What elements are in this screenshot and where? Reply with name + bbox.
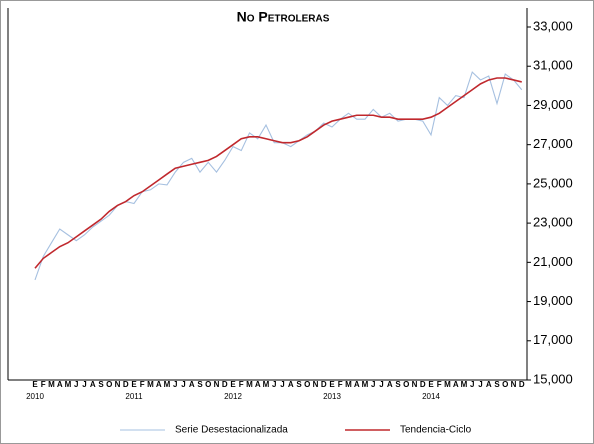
x-tick-label: A <box>486 380 492 389</box>
x-tick-label: J <box>173 380 177 389</box>
x-tick-label: N <box>115 380 121 389</box>
x-tick-label: A <box>255 380 261 389</box>
x-tick-label: O <box>403 380 409 389</box>
y-tick-label: 25,000 <box>533 175 573 190</box>
x-tick-label: F <box>239 380 244 389</box>
year-label: 2014 <box>422 392 440 401</box>
x-tick-label: J <box>280 380 284 389</box>
x-tick-label: O <box>304 380 310 389</box>
x-tick-label: M <box>48 380 55 389</box>
x-tick-label: N <box>412 380 418 389</box>
x-tick-label: A <box>288 380 294 389</box>
y-tick-label: 21,000 <box>533 254 573 269</box>
x-tick-label: A <box>90 380 96 389</box>
x-tick-label: E <box>131 380 137 389</box>
x-tick-label: A <box>57 380 63 389</box>
x-tick-label: J <box>379 380 383 389</box>
x-tick-label: D <box>321 380 327 389</box>
x-tick-label: M <box>65 380 72 389</box>
x-tick-label: S <box>494 380 500 389</box>
legend-label: Serie Desestacionalizada <box>175 425 288 436</box>
x-tick-label: O <box>502 380 508 389</box>
y-tick-label: 17,000 <box>533 332 573 347</box>
series-line <box>34 77 522 269</box>
y-tick-label: 29,000 <box>533 97 573 112</box>
x-tick-label: E <box>32 380 38 389</box>
x-tick-label: S <box>197 380 203 389</box>
x-tick-label: A <box>387 380 393 389</box>
x-tick-label: J <box>82 380 86 389</box>
year-label: 2011 <box>125 392 143 401</box>
x-tick-label: A <box>354 380 360 389</box>
x-tick-label: M <box>164 380 171 389</box>
x-tick-label: M <box>461 380 468 389</box>
x-tick-label: J <box>74 380 78 389</box>
x-tick-label: M <box>362 380 369 389</box>
y-tick-label: 19,000 <box>533 293 573 308</box>
x-tick-label: M <box>246 380 253 389</box>
x-tick-label: N <box>214 380 220 389</box>
x-tick-label: A <box>189 380 195 389</box>
x-tick-label: M <box>147 380 154 389</box>
x-tick-label: O <box>205 380 211 389</box>
x-tick-label: N <box>511 380 517 389</box>
x-tick-label: E <box>230 380 236 389</box>
x-tick-label: A <box>453 380 459 389</box>
y-tick-label: 27,000 <box>533 136 573 151</box>
x-tick-label: M <box>345 380 352 389</box>
x-tick-label: F <box>41 380 46 389</box>
x-tick-label: J <box>272 380 276 389</box>
year-label: 2010 <box>26 392 44 401</box>
x-tick-label: F <box>437 380 442 389</box>
x-tick-label: J <box>478 380 482 389</box>
y-tick-label: 33,000 <box>533 18 573 33</box>
y-tick-label: 31,000 <box>533 58 573 73</box>
x-tick-label: D <box>519 380 525 389</box>
x-tick-label: F <box>140 380 145 389</box>
x-tick-label: M <box>263 380 270 389</box>
x-tick-label: S <box>98 380 104 389</box>
x-tick-label: J <box>371 380 375 389</box>
chart-title: No Petroleras <box>237 9 330 25</box>
x-tick-label: D <box>222 380 228 389</box>
year-label: 2012 <box>224 392 242 401</box>
x-tick-label: S <box>296 380 302 389</box>
x-tick-label: E <box>329 380 335 389</box>
legend-label: Tendencia-Ciclo <box>400 425 472 436</box>
x-tick-label: A <box>156 380 162 389</box>
year-label: 2013 <box>323 392 341 401</box>
x-tick-label: D <box>123 380 129 389</box>
x-tick-label: J <box>181 380 185 389</box>
x-tick-label: S <box>395 380 401 389</box>
x-tick-label: D <box>420 380 426 389</box>
x-tick-label: M <box>444 380 451 389</box>
x-tick-label: N <box>313 380 319 389</box>
x-tick-label: F <box>338 380 343 389</box>
x-tick-label: O <box>106 380 112 389</box>
y-tick-label: 15,000 <box>533 371 573 386</box>
x-tick-label: E <box>428 380 434 389</box>
y-tick-label: 23,000 <box>533 215 573 230</box>
legend: Serie Desestacionalizada Tendencia-Ciclo <box>120 425 472 436</box>
x-tick-label: J <box>470 380 474 389</box>
